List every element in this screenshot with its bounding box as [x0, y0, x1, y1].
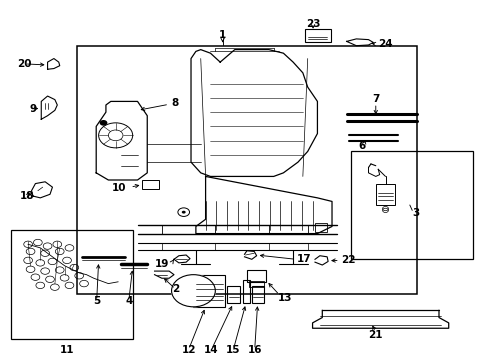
Bar [77, 46, 416, 294]
Bar [252, 286, 264, 303]
Bar [11, 230, 132, 339]
Bar [249, 281, 264, 287]
Circle shape [182, 211, 185, 213]
Text: 5: 5 [93, 296, 100, 306]
Bar [375, 184, 394, 205]
Text: 12: 12 [181, 345, 195, 355]
Text: 10: 10 [112, 183, 126, 193]
Text: 20: 20 [18, 59, 32, 69]
Text: 21: 21 [368, 330, 382, 341]
Text: 8: 8 [171, 98, 179, 108]
Text: 6: 6 [358, 141, 365, 151]
Text: 4: 4 [125, 296, 132, 306]
Text: 16: 16 [247, 345, 262, 355]
Text: 18: 18 [20, 191, 34, 201]
Text: 23: 23 [305, 19, 320, 29]
Bar [246, 270, 266, 282]
Text: 13: 13 [277, 293, 291, 303]
Text: 17: 17 [296, 254, 311, 264]
Bar [242, 280, 249, 303]
Bar [193, 275, 224, 307]
Bar [314, 223, 326, 232]
Bar [142, 180, 159, 189]
Text: 19: 19 [154, 258, 169, 269]
Text: 3: 3 [411, 208, 418, 218]
Text: 15: 15 [225, 345, 240, 355]
Bar [305, 29, 330, 42]
Bar [227, 286, 239, 303]
Circle shape [171, 275, 215, 307]
Bar [351, 152, 472, 258]
Text: 11: 11 [60, 345, 74, 355]
Text: 22: 22 [340, 255, 355, 265]
Text: 14: 14 [203, 345, 218, 355]
Text: 7: 7 [371, 94, 379, 104]
Circle shape [100, 120, 107, 126]
Text: 9: 9 [29, 104, 37, 113]
Text: 1: 1 [219, 30, 226, 40]
Text: 24: 24 [377, 39, 392, 49]
Text: 2: 2 [171, 284, 179, 294]
